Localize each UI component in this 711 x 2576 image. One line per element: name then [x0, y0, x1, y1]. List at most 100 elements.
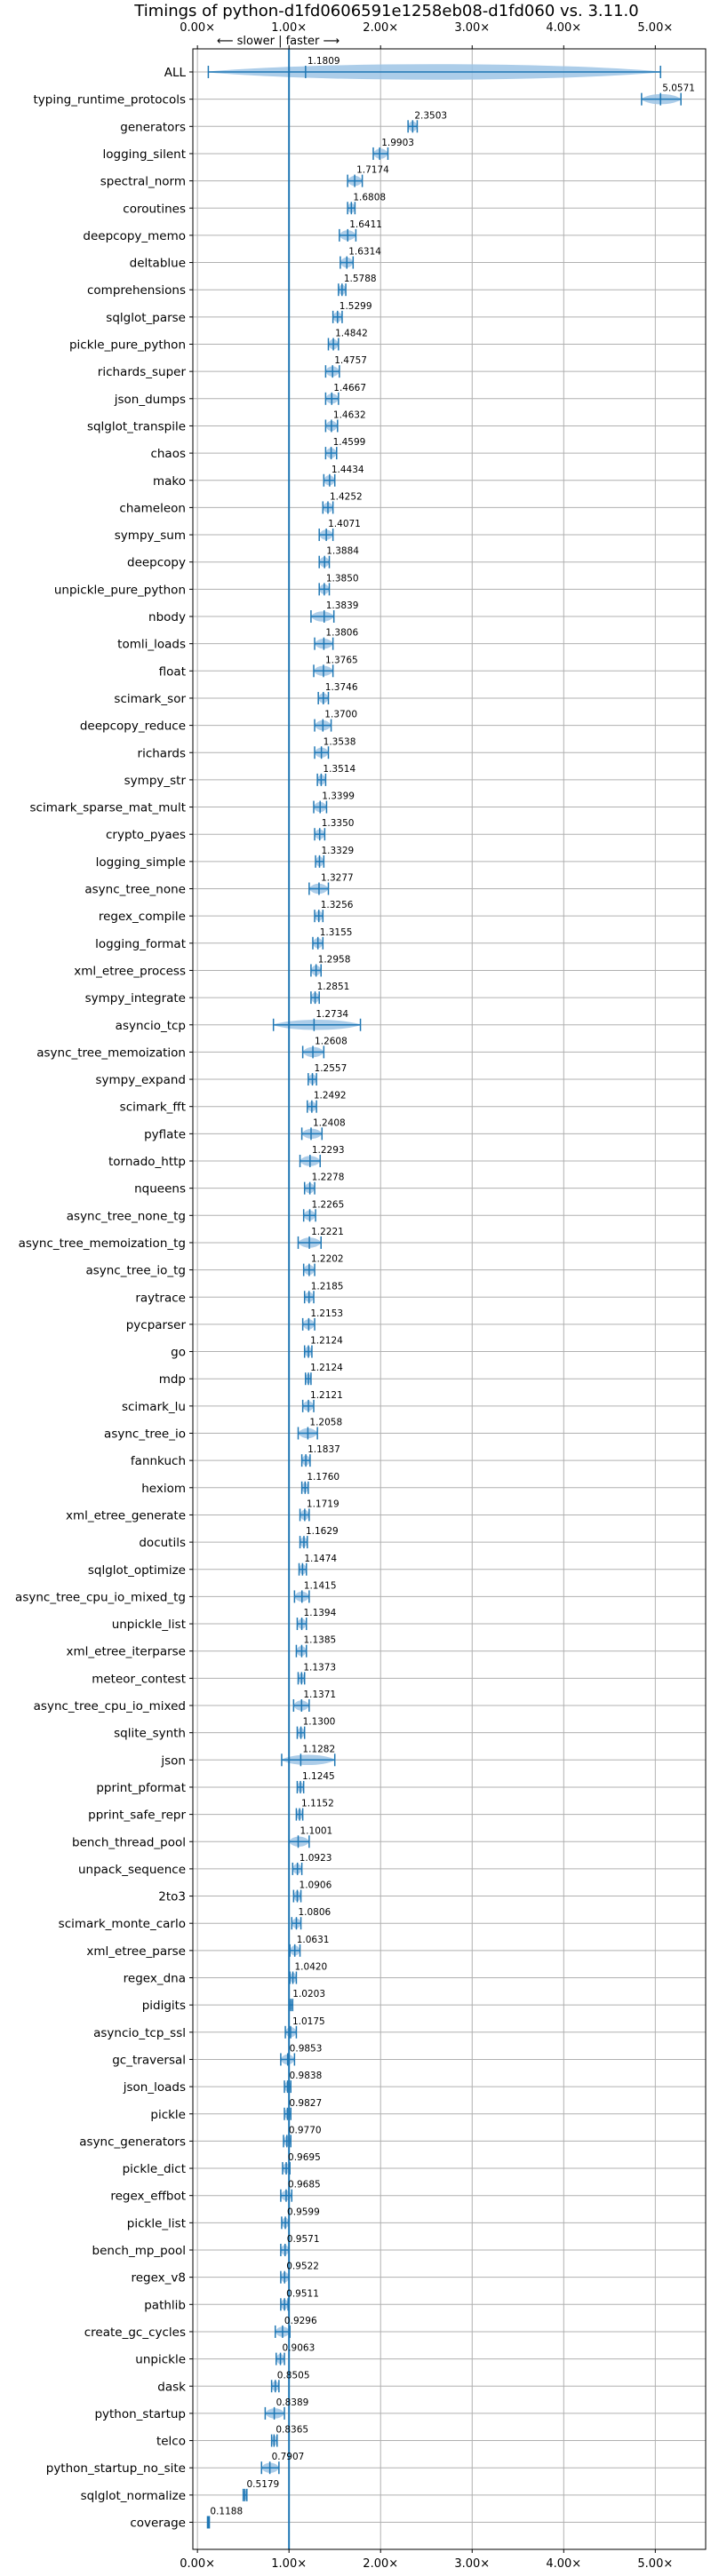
- value-label: 1.2557: [315, 1063, 348, 1074]
- benchmark-label: python_startup_no_site: [46, 2461, 186, 2476]
- benchmark-label: typing_runtime_protocols: [34, 93, 187, 107]
- benchmark-label: sqlglot_parse: [106, 311, 186, 325]
- value-label: 1.3700: [324, 710, 357, 720]
- value-label: 1.2278: [312, 1173, 345, 1183]
- benchmark-label: sqlglot_normalize: [81, 2489, 186, 2503]
- value-label: 0.9770: [289, 2125, 322, 2135]
- value-label: 1.3399: [322, 791, 355, 802]
- value-label: 1.5788: [344, 274, 377, 284]
- benchmark-label: chameleon: [119, 501, 186, 515]
- x-tick-label-top: 5.00×: [637, 21, 673, 35]
- benchmark-label: pickle_dict: [123, 2162, 186, 2176]
- benchmark-label: docutils: [139, 1536, 186, 1550]
- benchmark-label: pathlib: [144, 2298, 186, 2312]
- benchmark-label: pprint_safe_repr: [88, 1809, 186, 1823]
- value-label: 1.2408: [313, 1117, 346, 1128]
- x-tick-label-top: 3.00×: [454, 21, 490, 35]
- benchmark-label: tornado_http: [108, 1155, 186, 1169]
- benchmark-label: deepcopy: [127, 556, 186, 570]
- benchmark-label: async_tree_none_tg: [67, 1209, 186, 1223]
- benchmark-label: async_tree_cpu_io_mixed: [34, 1699, 186, 1713]
- value-label: 1.3850: [326, 573, 359, 584]
- value-label: 1.3256: [321, 900, 354, 910]
- value-label: 0.1188: [210, 2507, 243, 2517]
- benchmark-label: mdp: [159, 1372, 186, 1387]
- benchmark-label: sqlglot_transpile: [87, 419, 186, 433]
- value-label: 1.2734: [316, 1009, 348, 1020]
- benchmark-label: sqlite_synth: [114, 1727, 186, 1741]
- value-label: 1.3538: [324, 736, 356, 747]
- value-label: 1.4434: [332, 465, 364, 475]
- benchmark-label: tomli_loads: [117, 638, 186, 652]
- value-label: 1.3884: [326, 546, 359, 557]
- labels-layer: ALL 1.1809 typing_runtime_protocols 5.0571 g…: [15, 56, 695, 2531]
- benchmark-label: regex_v8: [131, 2271, 186, 2286]
- value-label: 1.1394: [304, 1608, 337, 1618]
- benchmark-label: meteor_contest: [92, 1672, 186, 1686]
- benchmark-label: unpack_sequence: [78, 1863, 186, 1877]
- value-label: 1.9903: [381, 138, 414, 148]
- value-label: 1.2265: [312, 1199, 345, 1210]
- benchmark-label: pyflate: [144, 1127, 186, 1141]
- value-label: 0.8505: [277, 2370, 310, 2381]
- value-label: 0.9685: [288, 2180, 321, 2190]
- value-label: 0.9522: [286, 2262, 319, 2272]
- benchmark-label: sympy_sum: [115, 529, 186, 543]
- benchmark-label: generators: [120, 120, 186, 134]
- value-label: 1.4667: [333, 383, 366, 394]
- value-label: 1.2121: [310, 1390, 343, 1401]
- x-tick-label-bottom: 0.00×: [180, 2557, 215, 2571]
- chart-title: Timings of python-d1fd0606591e1258eb08-d…: [133, 2, 638, 20]
- value-label: 1.4252: [330, 491, 363, 502]
- benchmark-label: xml_etree_process: [74, 964, 186, 978]
- benchmark-label: coroutines: [123, 202, 186, 216]
- value-label: 1.6314: [348, 247, 381, 258]
- benchmark-label: bench_mp_pool: [92, 2244, 186, 2258]
- benchmark-label: async_tree_io: [104, 1427, 186, 1442]
- value-label: 5.0571: [662, 83, 695, 94]
- benchmark-label: 2to3: [158, 1890, 186, 1904]
- grid-layer: [193, 49, 706, 2549]
- benchmark-label: sqlglot_optimize: [88, 1563, 186, 1578]
- benchmark-label: hexiom: [141, 1482, 186, 1496]
- benchmark-label: spectral_norm: [100, 175, 186, 189]
- benchmark-label: python_startup: [94, 2407, 186, 2421]
- value-label: 0.9599: [287, 2206, 320, 2217]
- value-label: 1.2221: [311, 1227, 344, 1237]
- value-label: 1.3839: [326, 600, 359, 611]
- value-label: 1.0631: [297, 1935, 330, 1945]
- value-label: 1.3806: [325, 628, 358, 639]
- benchmark-label: pycparser: [126, 1318, 187, 1332]
- value-label: 1.3765: [325, 655, 358, 665]
- benchmark-label: pickle_pure_python: [69, 338, 186, 353]
- value-label: 1.2293: [312, 1145, 345, 1156]
- benchmark-label: async_tree_none: [84, 883, 186, 897]
- benchmark-label: pickle: [150, 2108, 186, 2122]
- x-tick-label-bottom: 4.00×: [546, 2557, 581, 2571]
- value-label: 1.2608: [315, 1036, 348, 1046]
- x-tick-label-bottom: 2.00×: [363, 2557, 398, 2571]
- value-label: 1.4599: [333, 437, 366, 448]
- benchmark-label: regex_effbot: [110, 2190, 186, 2204]
- benchmark-label: async_generators: [79, 2135, 186, 2149]
- value-label: 0.9695: [288, 2152, 321, 2163]
- benchmark-label: logging_format: [95, 937, 186, 951]
- value-label: 1.0906: [300, 1880, 332, 1891]
- value-label: 0.5179: [247, 2479, 280, 2490]
- value-label: 1.0203: [292, 1989, 325, 2000]
- value-label: 1.1719: [307, 1499, 340, 1509]
- benchmark-label: fannkuch: [131, 1454, 186, 1468]
- x-tick-label-top: 1.00×: [271, 21, 307, 35]
- x-tick-label-bottom: 1.00×: [271, 2557, 307, 2571]
- value-label: 1.1760: [307, 1472, 340, 1483]
- benchmark-label: async_tree_io_tg: [85, 1264, 186, 1278]
- benchmark-label: unpickle: [135, 2353, 186, 2367]
- benchmark-label: bench_thread_pool: [72, 1835, 186, 1849]
- benchmark-label: deepcopy_memo: [83, 229, 186, 243]
- benchmark-label: scimark_monte_carlo: [59, 1917, 186, 1931]
- benchmark-label: sympy_str: [124, 774, 187, 788]
- value-label: 1.4757: [334, 355, 367, 366]
- value-label: 1.1300: [303, 1717, 336, 1728]
- value-label: 1.1809: [308, 56, 340, 67]
- benchmark-label: async_tree_memoization: [36, 1046, 186, 1060]
